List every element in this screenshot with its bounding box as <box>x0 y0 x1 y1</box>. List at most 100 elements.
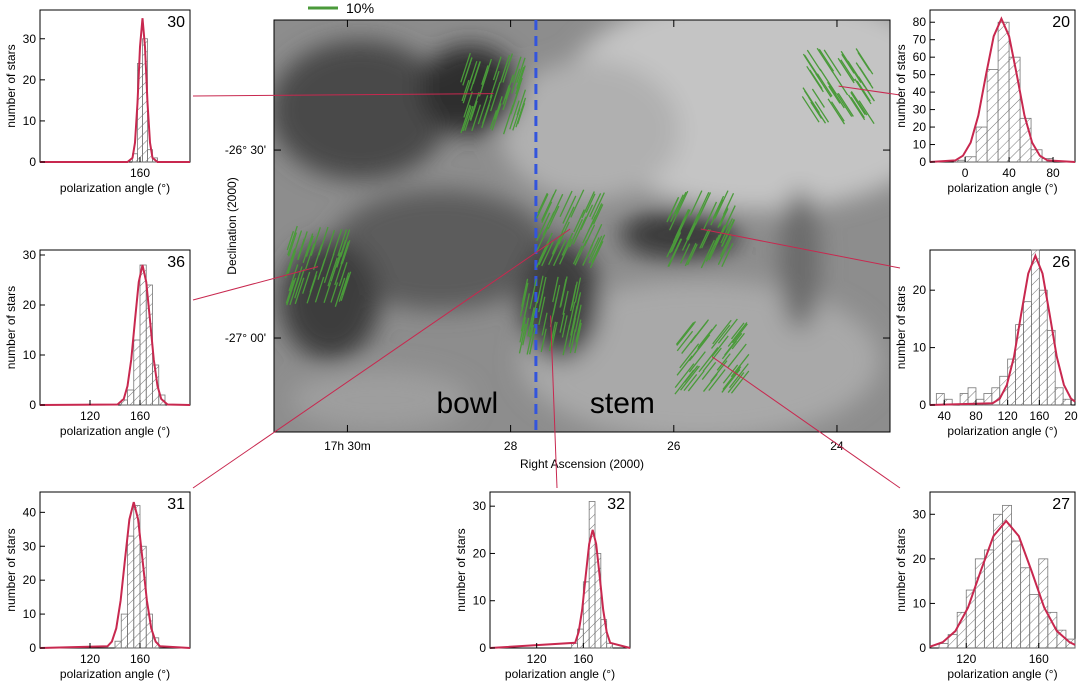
y-tick-label: 10 <box>913 341 927 355</box>
y-tick-label: 40 <box>23 505 37 519</box>
y-tick-label: 20 <box>913 120 927 134</box>
y-tick-label: 20 <box>913 283 927 297</box>
extinction-map <box>270 0 960 440</box>
x-tick-label: 0 <box>962 166 969 180</box>
y-axis-label: number of stars <box>894 528 908 611</box>
x-axis-label: polarization angle (°) <box>60 667 170 681</box>
y-tick-label: 20 <box>23 298 37 312</box>
histogram-bar <box>572 643 578 648</box>
histogram-bar <box>1030 595 1039 648</box>
histogram-bar <box>1012 541 1021 648</box>
y-tick-label: 30 <box>23 539 37 553</box>
x-axis-label: polarization angle (°) <box>947 667 1057 681</box>
histogram-bar <box>998 22 1009 162</box>
panel-label: 31 <box>167 496 185 513</box>
histogram-bar <box>1055 388 1063 405</box>
y-tick-label: -27° 00' <box>225 331 266 345</box>
panel-label: 30 <box>167 14 185 31</box>
histogram-bar <box>115 641 121 648</box>
x-tick-label: 160 <box>130 409 150 423</box>
x-axis-label: Right Ascension (2000) <box>520 457 644 471</box>
histogram-bar <box>1023 302 1031 405</box>
histogram-bar <box>968 388 976 405</box>
x-tick-label: 160 <box>573 652 593 666</box>
y-tick-label: 30 <box>913 507 927 521</box>
y-tick-label: 0 <box>29 641 36 655</box>
y-tick-label: 30 <box>23 248 37 262</box>
x-tick-label: 160 <box>1029 652 1049 666</box>
region-label: bowl <box>437 387 499 420</box>
y-tick-label: 30 <box>913 103 927 117</box>
panel-label: 26 <box>1052 254 1070 271</box>
x-tick-label: 28 <box>504 439 518 453</box>
histogram-bar <box>936 394 944 405</box>
y-tick-label: 30 <box>473 499 487 513</box>
x-tick-label: 40 <box>938 409 952 423</box>
x-axis-label: polarization angle (°) <box>947 181 1057 195</box>
x-axis-label: polarization angle (°) <box>60 181 170 195</box>
x-tick-label: 160 <box>130 166 150 180</box>
panel-frame <box>40 492 190 648</box>
y-tick-label: -26° 30' <box>225 143 266 157</box>
y-tick-label: 20 <box>913 552 927 566</box>
histogram-bar <box>128 390 134 405</box>
x-axis-label: polarization angle (°) <box>505 667 615 681</box>
panel-label: 20 <box>1052 14 1070 31</box>
histogram-bar <box>1063 399 1071 405</box>
histogram-bar <box>128 536 134 648</box>
y-tick-label: 50 <box>913 68 927 82</box>
x-tick-label: 17h 30m <box>324 439 371 453</box>
histogram-bar <box>134 340 140 405</box>
y-tick-label: 10 <box>913 596 927 610</box>
histogram-bar <box>121 614 127 648</box>
histogram-bar <box>589 501 595 648</box>
histogram-bar <box>984 550 993 648</box>
y-axis-label: number of stars <box>894 44 908 127</box>
x-tick-label: 20 <box>1064 409 1078 423</box>
x-axis-label: polarization angle (°) <box>60 424 170 438</box>
y-tick-label: 0 <box>29 398 36 412</box>
x-tick-label: 120 <box>998 409 1018 423</box>
histogram-bar <box>140 265 146 405</box>
y-tick-label: 0 <box>479 641 486 655</box>
y-tick-label: 30 <box>23 32 37 46</box>
histogram-bar <box>939 644 948 648</box>
y-tick-label: 0 <box>29 155 36 169</box>
x-tick-label: 120 <box>527 652 547 666</box>
legend-label: 10% <box>346 0 374 16</box>
y-tick-label: 60 <box>913 50 927 64</box>
histogram-bar <box>1009 57 1020 162</box>
panel-label: 32 <box>607 496 625 513</box>
y-tick-label: 10 <box>23 607 37 621</box>
panel-frame <box>490 492 630 648</box>
y-tick-label: 70 <box>913 33 927 47</box>
histogram-bar <box>965 157 976 162</box>
panel-label: 27 <box>1052 496 1070 513</box>
panel-frame <box>40 250 190 405</box>
y-tick-label: 10 <box>23 348 37 362</box>
x-tick-label: 120 <box>80 409 100 423</box>
y-tick-label: 80 <box>913 15 927 29</box>
y-tick-label: 10 <box>913 138 927 152</box>
y-axis-label: number of stars <box>4 528 18 611</box>
panel-frame <box>40 10 190 162</box>
x-tick-label: 120 <box>80 652 100 666</box>
x-tick-label: 26 <box>667 439 681 453</box>
histogram-bar <box>987 69 998 162</box>
histogram-bar <box>1039 290 1047 405</box>
y-tick-label: 40 <box>913 85 927 99</box>
x-tick-label: 120 <box>956 652 976 666</box>
x-tick-label: 80 <box>969 409 983 423</box>
x-axis-label: polarization angle (°) <box>947 424 1057 438</box>
panel-label: 36 <box>167 254 185 271</box>
figure: 17h 30m282624-26° 30'-27° 00'Right Ascen… <box>0 0 1081 687</box>
x-tick-label: 160 <box>1029 409 1049 423</box>
y-tick-label: 20 <box>23 573 37 587</box>
y-axis-label: number of stars <box>4 44 18 127</box>
y-tick-label: 10 <box>23 114 37 128</box>
histogram-bar <box>1020 118 1031 162</box>
y-axis-label: number of stars <box>454 528 468 611</box>
x-tick-label: 80 <box>1046 166 1060 180</box>
y-tick-label: 0 <box>919 155 926 169</box>
histogram-bar <box>976 127 987 162</box>
